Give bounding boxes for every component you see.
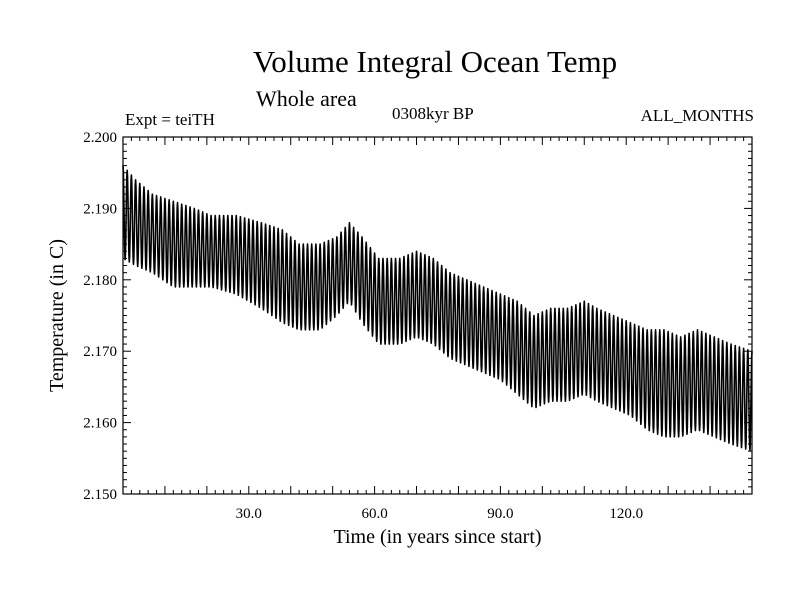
x-tick-label: 120.0 <box>609 506 643 522</box>
x-tick-label: 90.0 <box>487 506 513 522</box>
series-line <box>122 165 753 452</box>
plot-frame <box>122 136 753 495</box>
period-label: 0308kyr BP <box>392 104 474 123</box>
experiment-label: Expt = teiTH <box>125 110 215 129</box>
series-layer <box>122 165 753 452</box>
chart-title: Volume Integral Ocean Temp <box>252 44 618 79</box>
y-tick-label: 2.190 <box>83 201 117 217</box>
y-tick-label: 2.180 <box>83 273 117 289</box>
x-tick-label: 30.0 <box>236 506 262 522</box>
x-axis: 30.0 60.0 90.0 120.0 <box>130 137 745 522</box>
x-axis-label: Time (in years since start) <box>333 526 541 548</box>
y-tick-label: 2.150 <box>83 487 117 503</box>
months-label: ALL_MONTHS <box>640 106 754 125</box>
y-tick-label: 2.160 <box>83 416 117 432</box>
chart-subtitle: Whole area <box>256 86 357 111</box>
y-tick-label: 2.170 <box>83 344 117 360</box>
y-axis-label: Temperature (in C) <box>46 239 68 392</box>
y-tick-label: 2.200 <box>83 130 117 146</box>
x-tick-label: 60.0 <box>361 506 387 522</box>
